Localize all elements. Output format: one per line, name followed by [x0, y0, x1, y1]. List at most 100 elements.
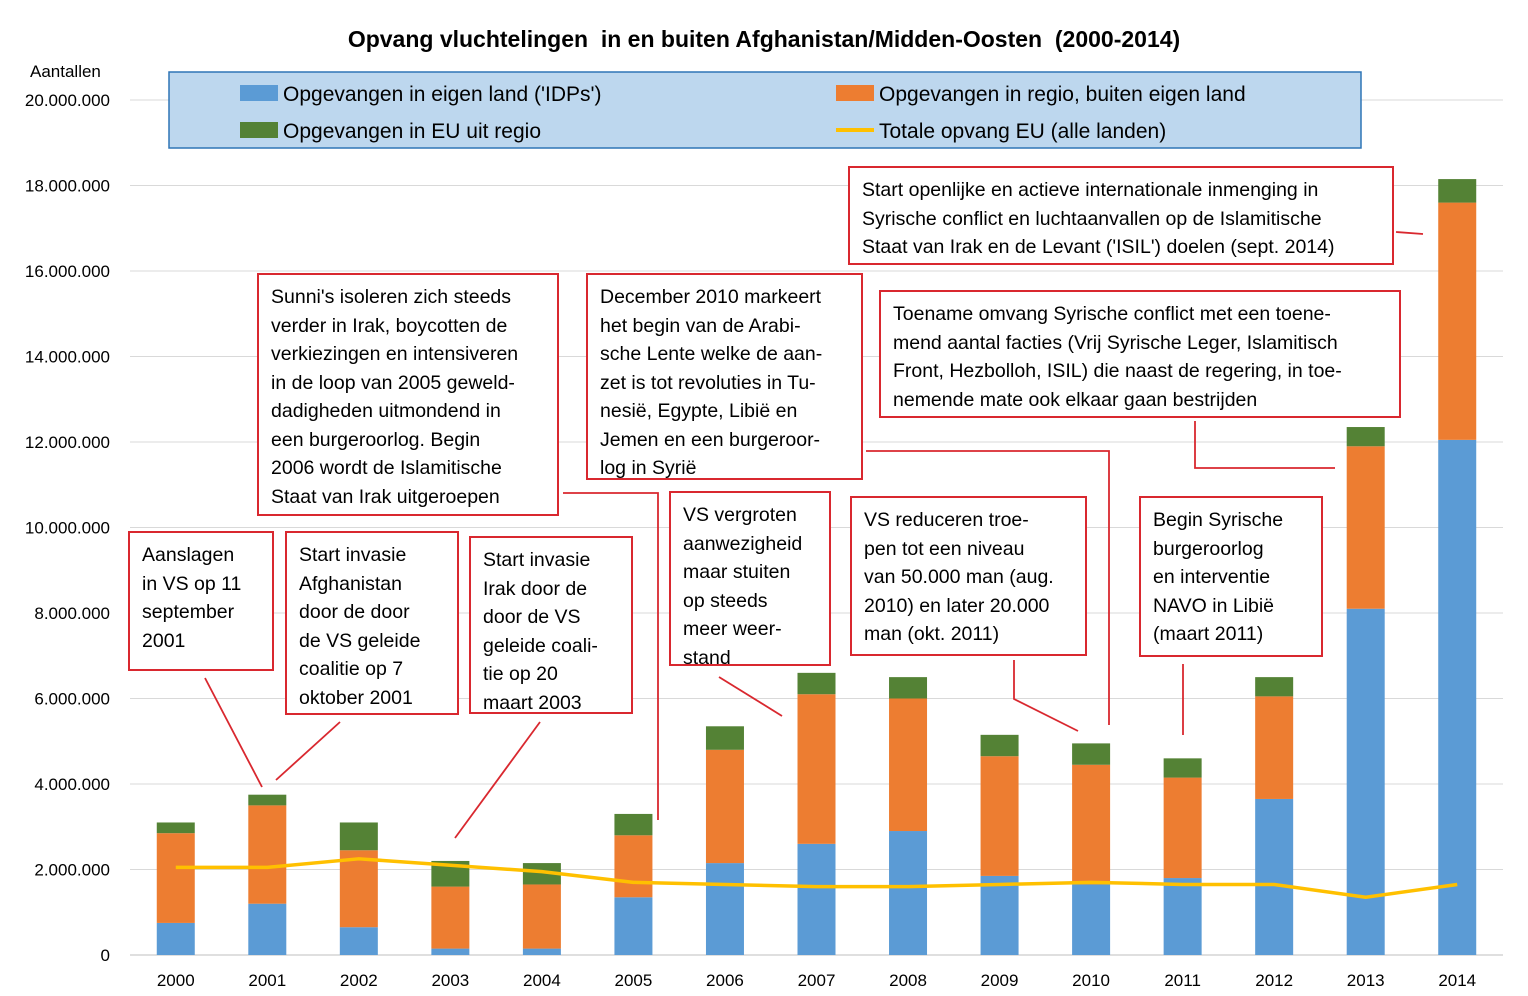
- x-tick-label: 2002: [340, 971, 378, 990]
- bar-segment-2007-s0: [797, 843, 836, 955]
- annotation-isil-intervention: Start openlijke en actieve international…: [848, 166, 1394, 265]
- bar-segment-2014-s2: [1438, 179, 1477, 203]
- annotation-arab-spring: December 2010 markeert het begin van de …: [586, 273, 863, 480]
- bar-segment-2009-s0: [980, 875, 1019, 955]
- annotation-sunni: Sunni's isoleren zich steeds verder in I…: [257, 273, 559, 516]
- legend-label: Opgevangen in regio, buiten eigen land: [879, 83, 1246, 106]
- bar-segment-2003-s0: [431, 948, 470, 955]
- annotation-connector: [1395, 231, 1424, 235]
- bar-segment-2012-s0: [1255, 798, 1294, 955]
- bar-segment-2011-s1: [1163, 777, 1202, 879]
- bar-segment-2007-s1: [797, 694, 836, 844]
- legend: Opgevangen in eigen land ('IDPs') Opgevan…: [168, 71, 1362, 149]
- bar-segment-2003-s1: [431, 886, 470, 949]
- legend-swatch: [240, 122, 278, 138]
- bar-segment-2010-s1: [1072, 764, 1111, 885]
- y-tick-label: 2.000.000: [34, 861, 110, 880]
- y-tick-label: 0: [101, 946, 110, 965]
- x-tick-label: 2004: [523, 971, 561, 990]
- bar-segment-2007-s2: [797, 672, 836, 695]
- x-tick-label: 2009: [981, 971, 1019, 990]
- bar-segment-2005-s2: [614, 813, 653, 836]
- annotation-connector: [718, 676, 783, 717]
- annotation-us-increase: VS vergroten aanwezigheid maar stuiten o…: [669, 491, 831, 669]
- bar-segment-2001-s2: [248, 794, 287, 806]
- x-tick-label: 2007: [798, 971, 836, 990]
- x-tick-label: 2012: [1255, 971, 1293, 990]
- annotation-connector: [866, 450, 1110, 725]
- x-tick-label: 2000: [157, 971, 195, 990]
- annotation-connector: [204, 677, 263, 788]
- total-eu-line: [175, 857, 1458, 900]
- x-tick-label: 2001: [248, 971, 286, 990]
- legend-box: [168, 71, 1362, 149]
- annotation-connectors: [204, 231, 1424, 839]
- y-tick-label: 18.000.000: [25, 177, 110, 196]
- x-tick-label: 2008: [889, 971, 927, 990]
- bar-segment-2011-s2: [1163, 758, 1202, 778]
- bar-segment-2011-s0: [1163, 878, 1202, 955]
- y-tick-label: 12.000.000: [25, 433, 110, 452]
- bar-segment-2006-s0: [705, 863, 744, 955]
- bar-segment-2001-s1: [248, 805, 287, 904]
- bar-segment-2002-s0: [339, 927, 378, 955]
- bar-segment-2012-s2: [1255, 677, 1294, 697]
- annotation-syria-libya: Begin Syrische burgeroorlog en intervent…: [1139, 496, 1323, 657]
- line-total-eu: [175, 857, 1458, 900]
- y-axis-label: Aantallen: [30, 62, 101, 81]
- annotation-us-reduce: VS reduceren troe- pen tot een niveau va…: [850, 496, 1087, 656]
- bar-segment-2004-s1: [522, 884, 561, 949]
- x-tick-label: 2013: [1347, 971, 1385, 990]
- y-tick-label: 10.000.000: [25, 519, 110, 538]
- legend-swatch: [836, 85, 874, 101]
- y-tick-label: 14.000.000: [25, 348, 110, 367]
- annotation-connector: [1013, 660, 1079, 732]
- legend-label: Opgevangen in eigen land ('IDPs'): [283, 83, 602, 106]
- bars: [156, 179, 1477, 955]
- legend-label: Opgevangen in EU uit regio: [283, 120, 541, 143]
- bar-segment-2000-s1: [156, 833, 195, 923]
- y-tick-label: 6.000.000: [34, 690, 110, 709]
- bar-segment-2013-s0: [1346, 608, 1385, 955]
- x-axis-ticks: 2000 2001 2002 2003 2004 2005 2006 2007 2008 2009…: [157, 971, 1476, 990]
- x-tick-label: 2005: [615, 971, 653, 990]
- bar-segment-2010-s0: [1072, 884, 1111, 955]
- x-tick-label: 2010: [1072, 971, 1110, 990]
- y-tick-label: 16.000.000: [25, 262, 110, 281]
- bar-segment-2006-s2: [705, 726, 744, 750]
- bar-segment-2014-s1: [1438, 202, 1477, 440]
- y-tick-label: 4.000.000: [34, 775, 110, 794]
- bar-segment-2009-s1: [980, 756, 1019, 876]
- bar-segment-2000-s2: [156, 822, 195, 834]
- bar-segment-2014-s0: [1438, 439, 1477, 955]
- bar-segment-2002-s2: [339, 822, 378, 851]
- annotation-2001-attacks: Aanslagen in VS op 11 september 2001: [128, 531, 274, 671]
- bar-segment-2001-s0: [248, 903, 287, 955]
- x-tick-label: 2011: [1164, 971, 1201, 990]
- y-axis-ticks: 0 2.000.000 4.000.000 6.000.000 8.000.000 10.…: [25, 91, 110, 965]
- y-tick-label: 8.000.000: [34, 604, 110, 623]
- annotation-syria-escalation: Toename omvang Syrische conflict met een…: [879, 290, 1401, 418]
- annotation-afghanistan-invasion: Start invasie Afghanistan door de door d…: [285, 531, 459, 715]
- bar-segment-2008-s0: [889, 831, 928, 955]
- annotation-iraq-invasion: Start invasie Irak door de door de VS ge…: [469, 536, 633, 714]
- x-tick-label: 2014: [1438, 971, 1476, 990]
- bar-segment-2013-s2: [1346, 427, 1385, 447]
- annotation-connector: [454, 721, 541, 839]
- bar-segment-2010-s2: [1072, 743, 1111, 765]
- bar-segment-2005-s0: [614, 897, 653, 955]
- legend-swatch: [240, 85, 278, 101]
- x-tick-label: 2006: [706, 971, 744, 990]
- bar-segment-2008-s1: [889, 698, 928, 832]
- bar-segment-2004-s2: [522, 863, 561, 885]
- legend-label: Totale opvang EU (alle landen): [879, 120, 1166, 143]
- bar-segment-2008-s2: [889, 677, 928, 699]
- bar-segment-2006-s1: [705, 749, 744, 864]
- x-tick-label: 2003: [431, 971, 469, 990]
- bar-segment-2004-s0: [522, 948, 561, 955]
- bar-segment-2012-s1: [1255, 696, 1294, 799]
- annotation-connector: [1194, 421, 1335, 469]
- bar-segment-2013-s1: [1346, 446, 1385, 609]
- annotation-connector: [563, 492, 659, 820]
- bar-segment-2005-s1: [614, 835, 653, 898]
